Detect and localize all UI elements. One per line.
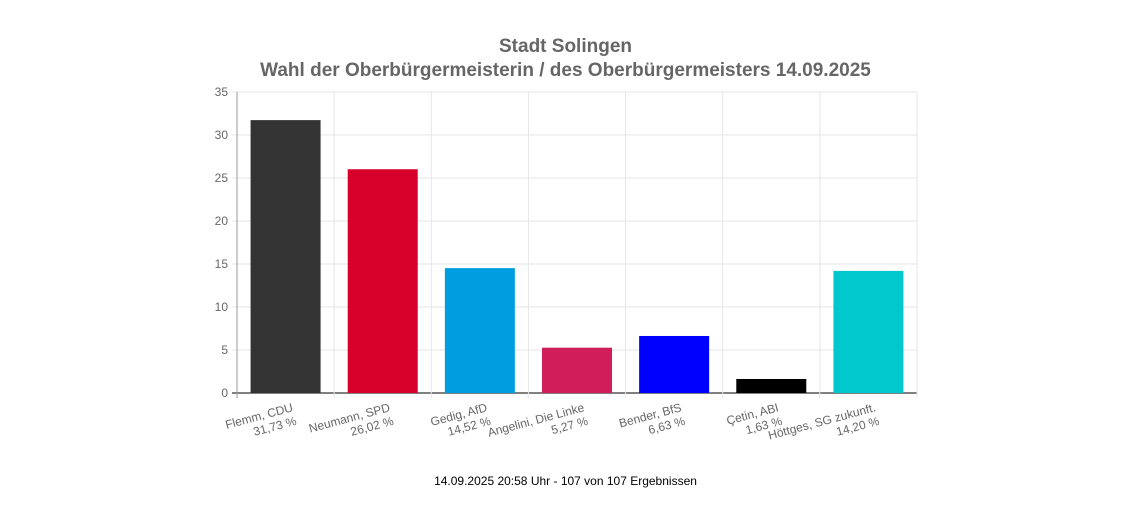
bar [639,335,710,393]
bar [542,347,612,393]
y-tick-label: 20 [215,214,229,228]
y-tick-label: 10 [215,300,229,314]
y-tick-label: 15 [215,257,229,271]
chart-subtitle: Wahl der Oberbürgermeisterin / des Oberb… [260,60,871,81]
y-tick-label: 30 [215,128,229,142]
bar [444,268,515,393]
x-tick-label: Höttges, SG zukunft.14,20 % [767,400,881,456]
bar [736,378,807,393]
y-tick-label: 0 [221,386,228,400]
y-tick-label: 35 [215,85,229,99]
footer-status: 14.09.2025 20:58 Uhr - 107 von 107 Ergeb… [434,474,697,488]
x-tick-label: Neumann, SPD26,02 % [307,400,395,449]
y-tick-label: 5 [221,343,228,357]
chart-title: Stadt Solingen [499,36,632,57]
bar [347,169,418,393]
x-tick-label: Flemm, CDU31,73 % [224,400,299,445]
y-tick-label: 25 [215,171,229,185]
x-tick-label: Gedig, AfD14,52 % [429,400,493,442]
bar [833,270,904,393]
x-tick-label: Bender, BfS6,63 % [617,400,686,444]
bar [250,120,321,393]
x-tick-label: Angelini, Die Linke5,27 % [486,400,590,453]
